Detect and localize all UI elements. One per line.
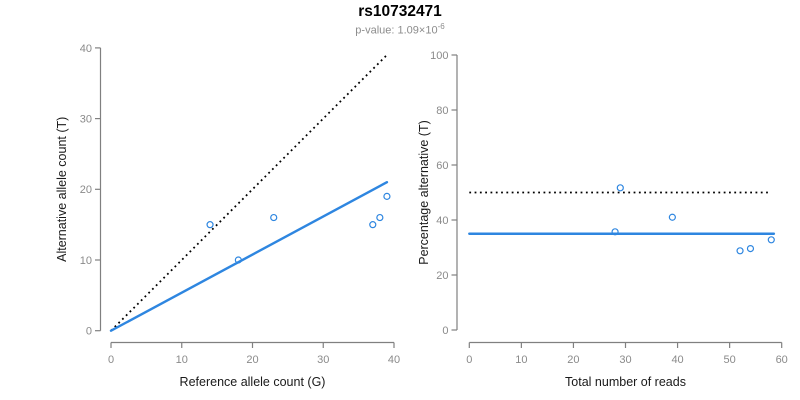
y-tick-label: 0 bbox=[442, 325, 448, 337]
x-axis-title: Reference allele count (G) bbox=[180, 375, 326, 389]
y-tick-label: 60 bbox=[436, 160, 448, 172]
x-tick-label: 20 bbox=[567, 354, 579, 366]
y-tick-label: 20 bbox=[436, 270, 448, 282]
y-tick-label: 20 bbox=[80, 184, 92, 196]
data-point bbox=[668, 213, 676, 221]
data-point bbox=[611, 228, 619, 236]
x-tick-label: 0 bbox=[466, 354, 472, 366]
data-point bbox=[270, 213, 278, 222]
x-tick-label: 10 bbox=[176, 354, 188, 366]
x-axis-title: Total number of reads bbox=[565, 375, 686, 389]
data-point bbox=[206, 221, 214, 229]
x-tick-label: 30 bbox=[317, 354, 329, 366]
data-point bbox=[746, 245, 755, 253]
x-tick-label: 50 bbox=[724, 354, 736, 366]
x-tick-label: 40 bbox=[671, 354, 683, 366]
y-axis-title: Percentage alternative (T) bbox=[417, 120, 431, 265]
data-point bbox=[736, 247, 744, 255]
pvalue-exponent: -6 bbox=[437, 22, 445, 31]
left-panel: 0 10 20 30 40 0 10 20 30 40 Reference allele count… bbox=[55, 43, 400, 389]
plot-title-block: rs10732471 p-value: 1.09×10-6 bbox=[0, 3, 800, 38]
y-tick-label: 40 bbox=[436, 215, 448, 227]
data-point bbox=[616, 184, 624, 192]
data-point bbox=[767, 236, 775, 244]
x-tick-label: 10 bbox=[515, 354, 527, 366]
x-tick-label: 60 bbox=[776, 354, 788, 366]
fitted-proportion-line bbox=[109, 181, 389, 332]
y-tick-label: 40 bbox=[80, 43, 92, 55]
right-panel: 0 10 20 30 40 50 60 0 20 40 60 80 100 Total number of… bbox=[417, 50, 788, 389]
y-tick-label: 0 bbox=[86, 326, 92, 338]
y-tick-label: 100 bbox=[430, 50, 448, 62]
plot-title: rs10732471 bbox=[358, 3, 442, 20]
y-tick-label: 80 bbox=[436, 105, 448, 117]
x-tick-label: 30 bbox=[619, 354, 631, 366]
data-point bbox=[383, 192, 391, 200]
y-tick-label: 30 bbox=[80, 113, 92, 125]
data-point bbox=[376, 213, 384, 222]
x-tick-label: 40 bbox=[388, 354, 400, 366]
identity-line bbox=[110, 54, 388, 332]
plot-subtitle: p-value: 1.09×10-6 bbox=[0, 20, 800, 38]
data-point bbox=[234, 256, 242, 264]
x-tick-label: 20 bbox=[246, 354, 258, 366]
x-tick-label: 0 bbox=[108, 354, 114, 366]
y-tick-label: 10 bbox=[80, 255, 92, 267]
data-point bbox=[369, 221, 377, 229]
y-axis-title: Alternative allele count (T) bbox=[55, 117, 69, 262]
pvalue-text: p-value: 1.09×10 bbox=[355, 24, 438, 37]
